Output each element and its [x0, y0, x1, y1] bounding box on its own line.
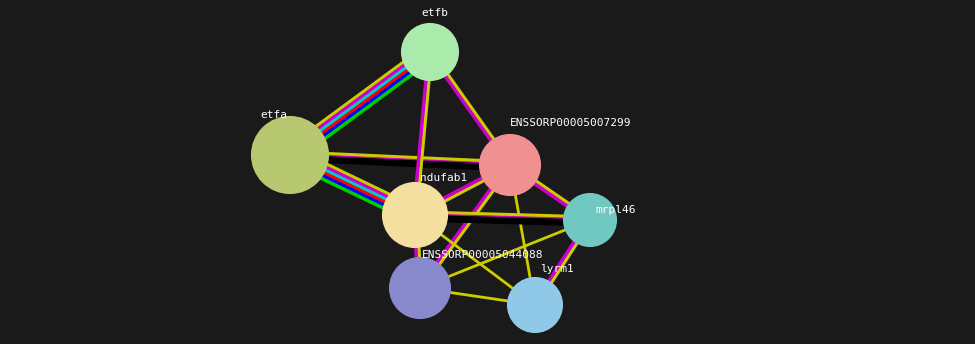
Text: ENSSORP00005044088: ENSSORP00005044088: [422, 250, 543, 260]
Text: lyrm1: lyrm1: [540, 264, 573, 274]
Text: etfb: etfb: [421, 8, 448, 18]
Circle shape: [390, 258, 450, 318]
Circle shape: [564, 194, 616, 246]
Text: mrpl46: mrpl46: [595, 205, 636, 215]
Text: ENSSORP00005007299: ENSSORP00005007299: [510, 118, 632, 128]
Circle shape: [383, 183, 447, 247]
Text: etfa: etfa: [260, 110, 287, 120]
Circle shape: [508, 278, 562, 332]
Text: ndufab1: ndufab1: [420, 173, 467, 183]
Circle shape: [252, 117, 328, 193]
Circle shape: [480, 135, 540, 195]
Circle shape: [402, 24, 458, 80]
